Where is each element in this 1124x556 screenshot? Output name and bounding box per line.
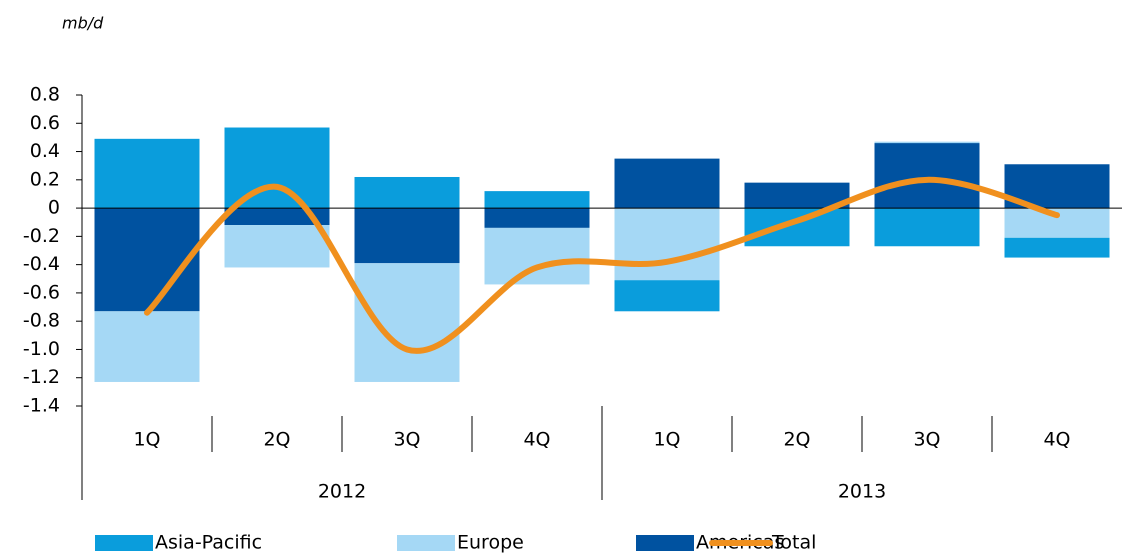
y-tick-label: -0.4 (23, 253, 60, 275)
legend-swatch (95, 535, 153, 551)
bar (224, 225, 330, 268)
y-tick-label: 0.2 (30, 168, 60, 190)
bar (744, 208, 850, 247)
group-label: 2013 (838, 481, 886, 503)
y-tick-label: -1.2 (23, 366, 60, 388)
y-tick-label: 0 (48, 197, 60, 219)
bar (354, 176, 460, 209)
y-tick-label: -1.4 (23, 395, 60, 417)
x-tick-label: 2Q (263, 429, 290, 451)
bar (224, 127, 330, 209)
y-tick-label: -0.6 (23, 281, 60, 303)
y-tick-label: -0.2 (23, 225, 60, 247)
x-tick-label: 2Q (783, 429, 810, 451)
legend-swatch (397, 535, 455, 551)
x-tick-label: 4Q (523, 429, 550, 451)
legend-label: Total (771, 532, 816, 554)
bar (614, 208, 720, 281)
bar (484, 227, 590, 285)
bar (614, 280, 720, 312)
x-tick-label: 1Q (133, 429, 160, 451)
x-tick-label: 1Q (653, 429, 680, 451)
bar (1004, 237, 1110, 258)
y-tick-label: 0.8 (30, 84, 60, 106)
bar (94, 311, 200, 382)
y-tick-label: -1.0 (23, 338, 60, 360)
legend-swatch (636, 535, 694, 551)
legend-label: Asia-Pacific (155, 532, 262, 554)
bar (484, 208, 590, 228)
x-tick-label: 3Q (393, 429, 420, 451)
x-tick-label: 4Q (1043, 429, 1070, 451)
group-label: 2012 (318, 481, 366, 503)
x-tick-label: 3Q (913, 429, 940, 451)
bar (874, 208, 980, 247)
bar (354, 263, 460, 382)
bar (354, 208, 460, 264)
bar (484, 191, 590, 209)
y-tick-label: 0.6 (30, 112, 60, 134)
bar (744, 182, 850, 209)
bar (94, 138, 200, 209)
legend-label: Europe (457, 532, 524, 554)
unit-label: mb/d (62, 14, 104, 33)
bar (224, 208, 330, 226)
bar (94, 208, 200, 312)
bar (874, 141, 980, 144)
bar (614, 158, 720, 209)
bar (874, 143, 980, 209)
y-tick-label: -0.8 (23, 310, 60, 332)
total-line (144, 176, 1060, 354)
y-tick-label: 0.4 (30, 140, 60, 162)
